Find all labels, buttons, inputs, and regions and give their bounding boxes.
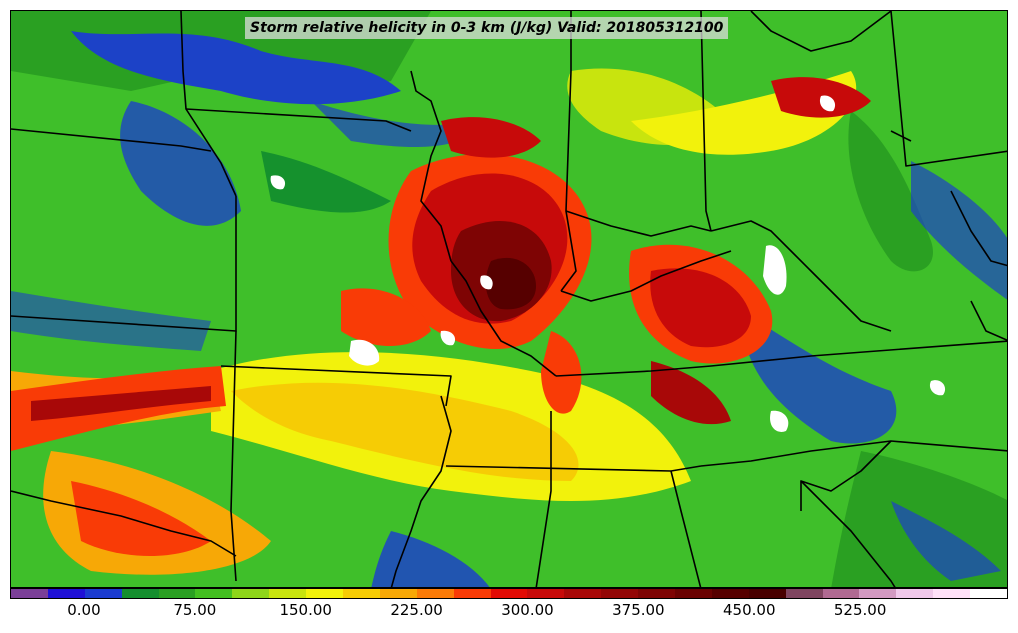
colorbar-swatch: [232, 589, 270, 598]
colorbar-labels: 0.00 75.00 150.00 225.00 300.00 375.00 450.00 5…: [10, 601, 1008, 625]
colorbar-swatch: [269, 589, 307, 598]
colorbar-swatch: [822, 589, 860, 598]
colorbar-swatch: [896, 589, 934, 598]
colorbar-swatch: [121, 589, 159, 598]
colorbar: [10, 588, 1008, 599]
colorbar-tick-label: 525.00: [833, 601, 887, 619]
colorbar-tick-label: 300.00: [501, 601, 554, 619]
colorbar-swatch: [379, 589, 417, 598]
colorbar-swatch: [195, 589, 233, 598]
extreme-helicity-field: [270, 95, 946, 432]
colorbar-tick-label: 0.00: [67, 601, 101, 619]
colorbar-swatch: [47, 589, 85, 598]
colorbar-swatch: [564, 589, 602, 598]
colorbar-swatch: [490, 589, 528, 598]
colorbar-swatch: [527, 589, 565, 598]
colorbar-swatch: [343, 589, 380, 598]
colorbar-swatch: [638, 589, 676, 598]
colorbar-swatch: [416, 589, 454, 598]
map-canvas: [11, 11, 1007, 587]
colorbar-swatch: [158, 589, 196, 598]
colorbar-tick-label: 375.00: [612, 601, 665, 619]
colorbar-swatch: [785, 589, 823, 598]
colorbar-swatch: [970, 589, 1008, 598]
colorbar-swatch: [601, 589, 639, 598]
colorbar-tick-label: 75.00: [173, 601, 217, 619]
state-boundaries: [11, 11, 1007, 587]
colorbar-swatch: [11, 589, 48, 598]
low-helicity-field: [11, 11, 1007, 587]
colorbar-tick-label: 150.00: [279, 601, 332, 619]
colorbar-swatch: [675, 589, 712, 598]
colorbar-tick-label: 225.00: [390, 601, 443, 619]
colorbar-tick-label: 450.00: [723, 601, 776, 619]
map-title: Storm relative helicity in 0-3 km (J/kg)…: [245, 17, 729, 39]
colorbar-swatch: [453, 589, 491, 598]
colorbar-swatch: [748, 589, 786, 598]
colorbar-swatch: [84, 589, 122, 598]
colorbar-swatch: [933, 589, 971, 598]
colorbar-swatch: [859, 589, 897, 598]
colorbar-swatch: [306, 589, 344, 598]
helicity-map: Storm relative helicity in 0-3 km (J/kg)…: [10, 10, 1008, 588]
colorbar-swatch: [711, 589, 749, 598]
